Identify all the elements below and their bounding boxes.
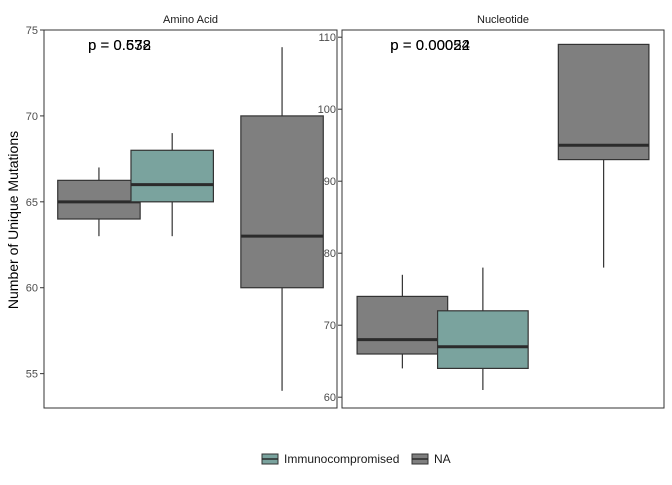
p-value-label: p = 0.00022 bbox=[390, 37, 470, 54]
y-tick-label: 65 bbox=[26, 197, 38, 209]
box-1 bbox=[57, 167, 141, 237]
y-tick-label: 60 bbox=[324, 392, 336, 404]
y-tick-label: 75 bbox=[26, 25, 38, 37]
y-tick-label: 60 bbox=[26, 283, 38, 295]
legend-label: Immunocompromised bbox=[284, 452, 399, 466]
legend-entry-1: Immunocompromised bbox=[261, 452, 399, 466]
box-body bbox=[130, 149, 214, 203]
panel-title: Amino Acid bbox=[163, 14, 218, 26]
y-tick-label: 100 bbox=[318, 104, 336, 116]
box-body bbox=[436, 310, 529, 369]
box-2 bbox=[436, 267, 529, 390]
box-1 bbox=[356, 274, 449, 369]
y-tick-label: 70 bbox=[26, 111, 38, 123]
box-body bbox=[356, 295, 449, 355]
y-tick-label: 70 bbox=[324, 320, 336, 332]
legend: Immunocompromised NA bbox=[261, 452, 451, 466]
p-value-label: p = 0.572 bbox=[88, 37, 151, 54]
box-body bbox=[240, 115, 324, 289]
box-3 bbox=[557, 43, 650, 268]
p-value-label: p = 0.00054 bbox=[390, 37, 470, 54]
box-body bbox=[557, 43, 650, 161]
p-value-label: p = 0.638 bbox=[88, 37, 151, 54]
legend-entry-2: NA bbox=[411, 452, 451, 466]
y-tick-label: 80 bbox=[324, 248, 336, 260]
box-body bbox=[57, 179, 141, 220]
box-2 bbox=[130, 133, 214, 237]
y-tick-label: 55 bbox=[26, 369, 38, 381]
y-tick-label: 90 bbox=[324, 176, 336, 188]
box-3 bbox=[240, 47, 324, 391]
panel-title: Nucleotide bbox=[477, 14, 529, 26]
y-axis-label: Number of Unique Mutations bbox=[5, 131, 21, 309]
legend-label: NA bbox=[434, 452, 451, 466]
y-tick-label: 110 bbox=[318, 32, 336, 44]
